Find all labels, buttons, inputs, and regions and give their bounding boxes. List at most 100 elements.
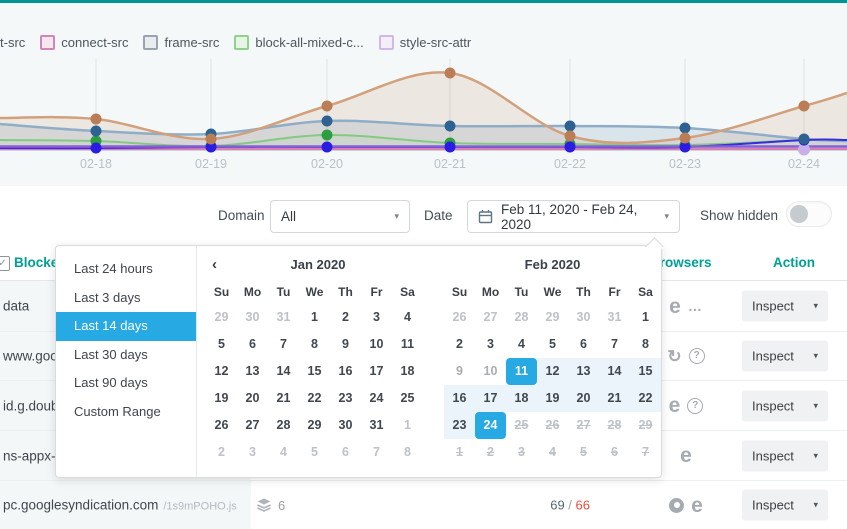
calendar-day[interactable]: 4 xyxy=(518,337,525,351)
calendar-day[interactable]: 2 xyxy=(456,337,463,351)
date-range-button[interactable]: Feb 11, 2020 - Feb 24, 2020 ▾ xyxy=(467,200,680,233)
calendar-prev-icon[interactable]: ‹ xyxy=(212,256,217,273)
data-point-tan[interactable] xyxy=(564,130,576,142)
calendar-day[interactable]: 15 xyxy=(630,358,661,385)
calendar-day[interactable]: 5 xyxy=(549,337,556,351)
preset-last-3-days[interactable]: Last 3 days xyxy=(74,289,141,305)
blocked-uri[interactable]: pc.googlesyndication.com/1s9mPOHO.js xyxy=(3,497,237,513)
calendar-day[interactable]: 12 xyxy=(214,364,229,378)
calendar-day[interactable]: 23 xyxy=(444,412,475,439)
legend-item[interactable]: connect-src xyxy=(40,34,128,50)
calendar-day[interactable]: 8 xyxy=(642,337,649,351)
calendar-day[interactable]: 17 xyxy=(369,364,384,378)
calendar-day[interactable]: 11 xyxy=(400,337,415,351)
calendar-day[interactable]: 18 xyxy=(400,364,415,378)
calendar-day[interactable]: 3 xyxy=(373,310,380,324)
data-point-lavender[interactable] xyxy=(798,143,810,156)
select-all-checkbox[interactable]: ✓ xyxy=(0,256,10,271)
calendar-day[interactable]: 21 xyxy=(599,385,630,412)
calendar-day[interactable]: 20 xyxy=(245,391,260,405)
calendar-day[interactable]: 14 xyxy=(599,358,630,385)
blocked-uri[interactable]: data xyxy=(3,298,30,314)
inspect-button[interactable]: Inspect ▾ xyxy=(742,290,828,322)
calendar-day[interactable]: 9 xyxy=(342,337,349,351)
calendar-day[interactable]: 15 xyxy=(307,364,322,378)
preset-custom-range[interactable]: Custom Range xyxy=(74,403,161,419)
calendar-day[interactable]: 13 xyxy=(245,364,260,378)
data-point-steel-blue[interactable] xyxy=(90,125,102,137)
calendar-day[interactable]: 3 xyxy=(487,337,494,351)
calendar-day[interactable]: 18 xyxy=(506,385,537,412)
calendar-day[interactable]: 19 xyxy=(214,391,229,405)
preset-last-30-days[interactable]: Last 30 days xyxy=(74,346,148,362)
data-point-royal-blue[interactable] xyxy=(564,141,576,153)
inspect-button[interactable]: Inspect ▾ xyxy=(742,340,828,372)
calendar-day[interactable]: 29 xyxy=(307,418,322,432)
preset-last-90-days[interactable]: Last 90 days xyxy=(74,375,148,390)
calendar-day[interactable]: 20 xyxy=(568,385,599,412)
column-header-browsers[interactable]: Browsers xyxy=(650,255,712,270)
inspect-button[interactable]: Inspect ▾ xyxy=(742,440,828,471)
calendar-day[interactable]: 27 xyxy=(245,418,260,432)
csp-violations-chart[interactable]: 02-18 02-19 02-20 02-21 02-22 02-23 02-24 xyxy=(0,55,847,189)
preset-last-14-days[interactable]: Last 14 days xyxy=(56,312,196,341)
calendar-day[interactable]: 17 xyxy=(475,385,506,412)
calendar-day[interactable]: 22 xyxy=(630,385,661,412)
calendar-day[interactable]: 24 xyxy=(475,412,506,439)
calendar-day[interactable]: 25 xyxy=(400,391,415,405)
calendar-day[interactable]: 12 xyxy=(537,358,568,385)
calendar-day[interactable]: 2 xyxy=(342,310,349,324)
column-header-blocked[interactable]: Blocked xyxy=(14,255,67,270)
calendar-day[interactable]: 6 xyxy=(580,337,587,351)
data-point-steel-blue[interactable] xyxy=(321,115,333,127)
data-point-royal-blue[interactable] xyxy=(679,141,691,153)
calendar-day[interactable]: 7 xyxy=(611,337,618,351)
data-point-tan[interactable] xyxy=(90,113,102,125)
data-point-royal-blue[interactable] xyxy=(90,142,102,154)
calendar-day[interactable]: 6 xyxy=(249,337,256,351)
calendar-day[interactable]: 10 xyxy=(369,337,384,351)
calendar-day[interactable]: 28 xyxy=(276,418,291,432)
calendar-day[interactable]: 7 xyxy=(280,337,287,351)
data-point-green[interactable] xyxy=(321,129,333,141)
calendar-day[interactable]: 16 xyxy=(338,364,353,378)
data-point-tan[interactable] xyxy=(679,132,691,144)
calendar-day[interactable]: 16 xyxy=(444,385,475,412)
data-point-royal-blue[interactable] xyxy=(205,141,217,153)
calendar-day[interactable]: 4 xyxy=(404,310,411,324)
blocked-uri[interactable]: www.goog xyxy=(3,348,66,364)
domain-select[interactable]: All ▾ xyxy=(270,200,410,233)
calendar-day[interactable]: 26 xyxy=(214,418,229,432)
calendar-day[interactable]: 21 xyxy=(276,391,291,405)
legend-item[interactable]: t-src xyxy=(0,35,25,50)
blocked-uri[interactable]: ns-appx-w xyxy=(3,448,66,463)
data-point-royal-blue[interactable] xyxy=(321,141,333,153)
calendar-day[interactable]: 9 xyxy=(456,364,463,378)
calendar-day[interactable]: 1 xyxy=(311,310,318,324)
show-hidden-toggle[interactable] xyxy=(786,201,832,227)
preset-last-24-hours[interactable]: Last 24 hours xyxy=(74,261,153,276)
calendar-day[interactable]: 14 xyxy=(276,364,291,378)
calendar-day[interactable]: 10 xyxy=(483,364,498,378)
calendar-day[interactable]: 5 xyxy=(218,337,225,351)
calendar-day[interactable]: 19 xyxy=(537,385,568,412)
legend-item[interactable]: frame-src xyxy=(143,34,219,50)
calendar-day[interactable]: 22 xyxy=(307,391,322,405)
calendar-day[interactable]: 8 xyxy=(311,337,318,351)
calendar-day[interactable]: 1 xyxy=(642,310,649,324)
inspect-button[interactable]: Inspect ▾ xyxy=(742,489,828,521)
inspect-button[interactable]: Inspect ▾ xyxy=(742,390,828,421)
data-point-steel-blue[interactable] xyxy=(444,120,456,132)
calendar-day[interactable]: 11 xyxy=(506,358,537,385)
blocked-uri[interactable]: id.g.doub xyxy=(3,398,59,413)
calendar-day[interactable]: 30 xyxy=(338,418,353,432)
data-point-tan[interactable] xyxy=(205,133,217,145)
data-point-steel-blue[interactable] xyxy=(564,120,576,132)
data-point-tan[interactable] xyxy=(798,100,810,112)
data-point-tan[interactable] xyxy=(321,100,333,112)
calendar-day[interactable]: 24 xyxy=(369,391,384,405)
calendar-day[interactable]: 23 xyxy=(338,391,353,405)
legend-item[interactable]: style-src-attr xyxy=(378,34,471,50)
calendar-day[interactable]: 13 xyxy=(568,358,599,385)
data-point-tan[interactable] xyxy=(444,67,456,79)
